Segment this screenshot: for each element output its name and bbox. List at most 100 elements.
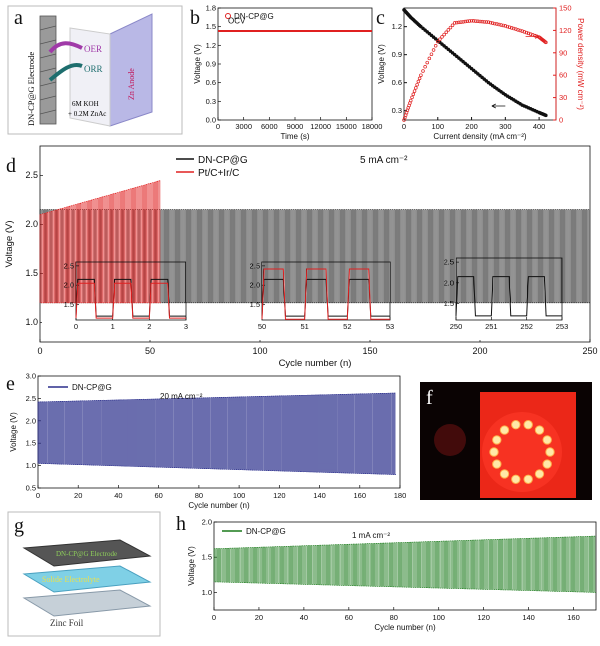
x-tick-label: 40 <box>114 491 122 500</box>
x-tick-label: 100 <box>252 346 267 356</box>
data-point <box>461 20 465 24</box>
x-tick-label: 50 <box>258 322 266 331</box>
data-point <box>482 20 486 24</box>
data-point <box>421 69 425 73</box>
led-light <box>542 459 552 469</box>
chart-c: 0 100 200 300 400 0.3 0.6 0.9 1.2 0 30 60 90 120 150 Cu… <box>377 4 585 142</box>
y-tick-label: 2.5 <box>25 170 38 180</box>
x-tick-label: 180 <box>394 491 407 500</box>
data-point <box>533 33 537 38</box>
data-point <box>429 52 434 56</box>
data-point <box>467 19 472 23</box>
data-point <box>457 20 461 25</box>
series-power-density <box>402 18 548 122</box>
x-tick-label: 12000 <box>310 122 331 131</box>
x-tick-label: 252 <box>520 322 533 331</box>
data-point <box>431 48 436 52</box>
led-light <box>534 425 545 435</box>
x-tick-label: 3 <box>184 322 188 331</box>
x-tick-label: 140 <box>522 613 535 622</box>
orr-arrow <box>48 63 83 82</box>
data-point <box>507 25 512 29</box>
data-point <box>415 82 419 87</box>
led-light <box>499 469 510 479</box>
led-light <box>542 435 552 445</box>
y-tick-label: 2.0 <box>25 219 38 229</box>
current-density-annotation: 1 mA cm⁻² <box>352 531 390 540</box>
x-tick-label: 3000 <box>235 122 252 131</box>
data-point <box>431 35 436 39</box>
x-tick-label: 200 <box>465 122 478 131</box>
legend-marker <box>225 13 231 19</box>
x-tick-label: 53 <box>386 322 394 331</box>
y-tick-label: 0.9 <box>392 50 402 59</box>
y-right-tick-label: 150 <box>559 4 572 13</box>
electrode-layer <box>22 539 152 567</box>
y-axis-label: Voltage (V) <box>193 44 202 84</box>
x-tick-label: 9000 <box>287 122 304 131</box>
g-foil-label: Zinc Foil <box>50 618 84 628</box>
data-point <box>516 28 520 32</box>
x-tick-label: 251 <box>485 322 498 331</box>
data-point <box>476 72 480 76</box>
y-tick-label: 1.2 <box>206 41 216 50</box>
data-point <box>465 63 470 67</box>
x-tick-label: 200 <box>472 346 487 356</box>
data-point <box>457 56 461 60</box>
y-tick-label: 0.0 <box>206 116 216 125</box>
y-tick-label: 1.2 <box>392 22 402 31</box>
led-light <box>534 469 545 479</box>
inset-1: 0 1 2 3 1.5 2.0 2.5 <box>64 261 189 331</box>
x-tick-label: 140 <box>313 491 326 500</box>
series-dn-cp-g <box>37 392 397 475</box>
series-dn-cp-g <box>213 535 596 593</box>
data-point <box>478 19 482 24</box>
y-tick-label: 1.5 <box>206 22 216 31</box>
x-tick-label: 250 <box>582 346 597 356</box>
data-point <box>452 52 457 57</box>
data-point <box>444 30 448 35</box>
x-tick-label: 0 <box>36 491 40 500</box>
data-point <box>465 19 470 24</box>
data-point <box>411 92 416 96</box>
electrode-mesh <box>39 15 57 125</box>
x-tick-label: 0 <box>212 613 216 622</box>
y-tick-label: 0.3 <box>206 97 216 106</box>
voltage-axis-arrow <box>491 103 506 109</box>
data-point <box>417 76 422 81</box>
x-axis-label: Cycle number (n) <box>374 623 436 632</box>
data-point <box>459 58 463 62</box>
x-tick-label: 400 <box>533 122 546 131</box>
x-tick-label: 60 <box>345 613 353 622</box>
y-axis-label: Voltage (V) <box>9 412 18 452</box>
x-tick-label: 0 <box>216 122 220 131</box>
data-point <box>469 66 474 71</box>
data-point <box>505 24 510 29</box>
data-point <box>455 20 459 25</box>
y-tick-label: 2.0 <box>26 416 36 425</box>
g-electrolyte-label: Solide Electrolyte <box>42 575 100 584</box>
x-tick-label: 80 <box>390 613 398 622</box>
y-tick-label: 1.5 <box>250 300 260 309</box>
data-point <box>544 40 548 45</box>
electrolyte-layer <box>22 565 152 593</box>
y-tick-label: 1.5 <box>64 300 74 309</box>
x-tick-label: 20 <box>74 491 82 500</box>
x-tick-label: 300 <box>499 122 512 131</box>
plot-frame <box>75 261 187 321</box>
chart-b: 0 3000 6000 9000 12000 15000 18000 0.0 0.3 0.6 0.9… <box>193 4 382 142</box>
x-tick-label: 20 <box>255 613 263 622</box>
x-axis-label: Time (s) <box>280 132 309 141</box>
data-point <box>433 44 438 48</box>
electrolyte-box <box>69 27 111 127</box>
inset-series-pt-c-ir-c <box>75 282 186 319</box>
data-point <box>419 24 423 29</box>
data-point <box>501 23 505 28</box>
chart-e: 0 20 40 60 80 100 120 140 160 180 0.5 1.0 1.5 2.0 2.5 3… <box>9 372 406 511</box>
data-point <box>524 30 529 35</box>
data-point <box>488 20 493 25</box>
data-point <box>476 19 480 24</box>
data-point <box>478 73 482 78</box>
data-point <box>474 70 478 74</box>
